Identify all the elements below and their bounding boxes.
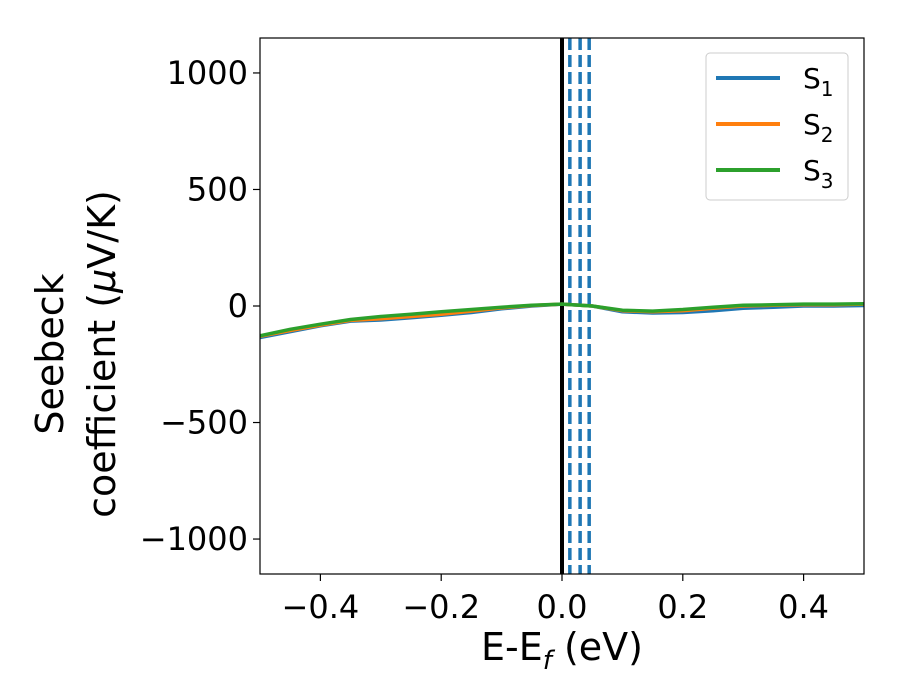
legend-label-1: S1 <box>803 62 834 101</box>
axes-ticks: −0.4 −0.2 0.0 0.2 0.4 −1000 −500 0 500 1000 <box>140 54 829 626</box>
y-tick-label: 500 <box>187 170 248 208</box>
x-tick-label: −0.4 <box>282 588 360 626</box>
legend-label-3: S3 <box>803 154 834 193</box>
plot-area <box>260 38 864 574</box>
y-tick-label: −500 <box>160 404 248 442</box>
x-tick-label: −0.2 <box>402 588 480 626</box>
legend: S1 S2 S3 <box>705 52 849 201</box>
x-axis-label: E-Ef (eV) <box>481 625 643 676</box>
y-axis-label: Seebeck coefficient (μV/K) <box>28 190 124 518</box>
x-tick-label: 0.2 <box>657 588 708 626</box>
x-tick-label: 0.0 <box>537 588 588 626</box>
y-tick-label: 1000 <box>167 54 248 92</box>
y-tick-label: 0 <box>228 287 248 325</box>
y-axis-label-line1: Seebeck <box>28 273 72 434</box>
y-axis-label-line2: coefficient (μV/K) <box>80 190 124 518</box>
legend-label-2: S2 <box>803 108 834 147</box>
legend-box <box>705 52 849 201</box>
series-line-3 <box>260 301 864 338</box>
y-tick-label: −1000 <box>140 520 248 558</box>
x-tick-label: 0.4 <box>778 588 829 626</box>
